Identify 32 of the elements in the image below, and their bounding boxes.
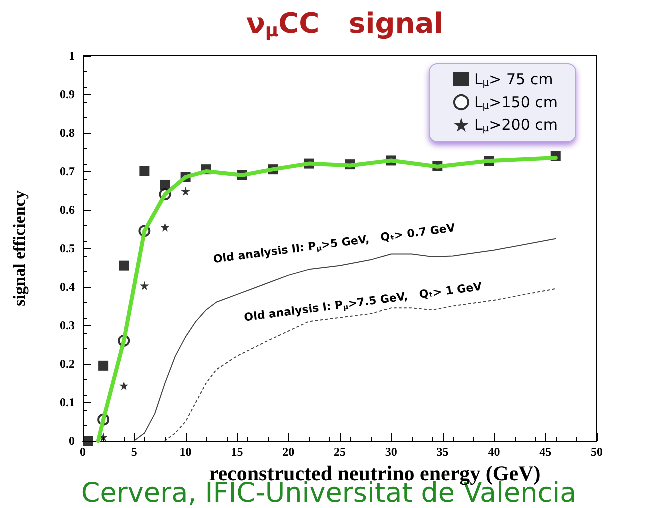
- y-tick-label: 0.5: [60, 242, 75, 256]
- point: [181, 187, 190, 196]
- y-tick-label: 0.8: [60, 126, 75, 140]
- y-tick-label: 0: [69, 434, 75, 448]
- point: [160, 222, 170, 232]
- y-tick-label: 1: [69, 49, 75, 63]
- x-tick-label: 5: [131, 445, 138, 459]
- point: [98, 360, 109, 371]
- y-tick-label: 0.2: [60, 357, 75, 371]
- y-tick-label: 0.4: [60, 280, 75, 294]
- x-tick-label: 25: [334, 445, 346, 459]
- x-tick-label: 30: [385, 445, 398, 459]
- x-tick-label: 50: [591, 445, 603, 459]
- point: [140, 281, 150, 290]
- x-tick-label: 10: [180, 445, 192, 459]
- x-tick-label: 20: [282, 445, 295, 459]
- y-tick-label: 0.9: [60, 88, 75, 102]
- y-tick-label: 0.3: [60, 318, 75, 332]
- point: [160, 180, 170, 190]
- y-tick-label: 0.1: [60, 396, 75, 410]
- x-tick-label: 35: [436, 445, 449, 459]
- point: [119, 260, 130, 271]
- x-tick-label: 45: [540, 445, 552, 459]
- y-tick-label: 0.6: [60, 203, 75, 217]
- point: [83, 436, 94, 446]
- point: [140, 166, 150, 176]
- x-tick-label: 0: [80, 445, 86, 459]
- x-tick-label: 15: [231, 445, 244, 459]
- x-tick-label: 40: [488, 445, 500, 459]
- point: [120, 381, 129, 390]
- y-tick-label: 0.7: [60, 164, 75, 178]
- y-axis-title: signal efficiency: [10, 190, 29, 306]
